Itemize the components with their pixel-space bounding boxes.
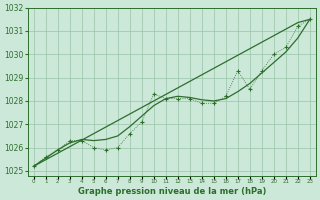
X-axis label: Graphe pression niveau de la mer (hPa): Graphe pression niveau de la mer (hPa): [77, 187, 266, 196]
